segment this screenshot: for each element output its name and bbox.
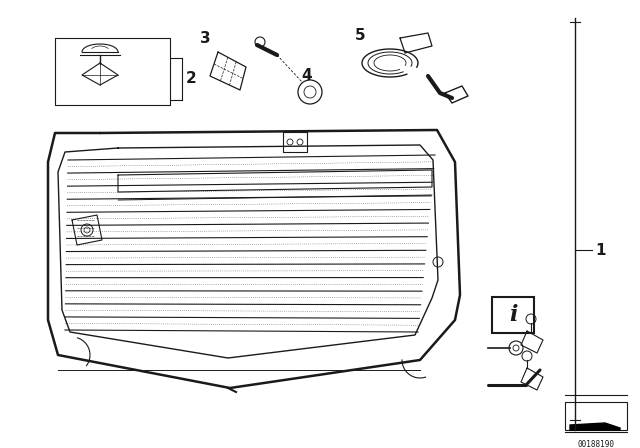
Bar: [492, 297, 534, 333]
Text: 1: 1: [595, 242, 605, 258]
Text: 3: 3: [200, 30, 211, 46]
Text: 5: 5: [355, 27, 365, 43]
Text: 4: 4: [301, 68, 312, 82]
Polygon shape: [570, 423, 620, 430]
Bar: [565, 402, 627, 430]
Text: 00188190: 00188190: [577, 440, 614, 448]
Text: i: i: [509, 304, 517, 326]
Text: 2: 2: [186, 70, 196, 86]
